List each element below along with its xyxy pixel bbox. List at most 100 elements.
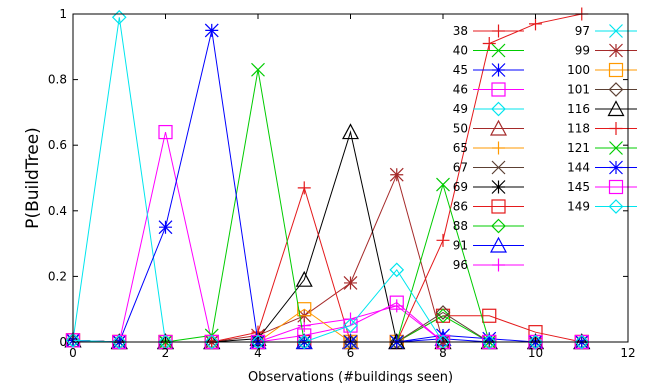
legend-label: 65	[453, 141, 468, 155]
data-point-101	[435, 305, 451, 320]
x-tick-label: 2	[162, 346, 170, 360]
data-point-100	[297, 302, 312, 317]
legend-label: 40	[453, 44, 468, 58]
legend-swatch-marker	[609, 160, 623, 175]
data-point-149	[481, 334, 497, 350]
legend-swatch-marker	[491, 101, 506, 117]
legend-swatch-marker	[491, 43, 506, 58]
legend-swatch-marker	[609, 122, 623, 135]
legend-swatch-marker	[491, 160, 506, 175]
data-point-144	[482, 331, 497, 346]
legend-label: 101	[567, 83, 590, 97]
y-tick-label: 0.4	[48, 204, 67, 218]
legend-swatch-marker	[608, 179, 624, 195]
data-point-149	[296, 334, 312, 350]
legend-entry-96: 96	[453, 258, 524, 272]
x-axis-label: Observations (#buildings seen)	[248, 370, 453, 383]
x-tick-label: 10	[528, 346, 543, 360]
legend-entry-144: 144	[567, 161, 637, 175]
legend-entry-149: 149	[567, 199, 637, 214]
legend-swatch-marker	[608, 62, 624, 78]
legend-label: 88	[453, 219, 468, 233]
legend-entry-49: 49	[453, 101, 524, 117]
legend-entry-67: 67	[453, 161, 524, 175]
x-tick-label: 6	[347, 346, 355, 360]
legend-entry-88: 88	[453, 218, 524, 234]
legend-swatch-marker	[608, 82, 624, 97]
legend-entry-116: 116	[567, 100, 637, 117]
data-point-149	[158, 334, 173, 350]
legend-entry-46: 46	[453, 82, 524, 97]
legend-entry-86: 86	[453, 199, 524, 214]
data-point-118	[482, 37, 496, 51]
data-point-149	[204, 334, 220, 350]
data-point-149	[435, 334, 451, 350]
y-tick-label: 0.8	[48, 73, 67, 87]
data-point-144	[158, 220, 173, 235]
data-point-149	[250, 334, 266, 350]
data-point-116	[341, 123, 360, 140]
legend-label: 100	[567, 63, 590, 77]
legend-label: 118	[567, 122, 590, 136]
legend-swatch-marker	[491, 199, 506, 214]
data-point-121	[436, 177, 450, 192]
data-point-149	[343, 318, 358, 333]
legend-entry-69: 69	[453, 180, 524, 194]
legend-swatch-marker	[608, 199, 624, 214]
legend-swatch-marker	[609, 24, 623, 38]
legend-swatch-marker	[609, 43, 623, 58]
legend-label: 49	[453, 102, 468, 116]
legend-entry-50: 50	[453, 119, 524, 136]
legend-label: 116	[567, 102, 590, 116]
y-tick-label: 0.6	[48, 138, 67, 152]
legend-label: 149	[567, 200, 590, 214]
legend-entry-40: 40	[453, 44, 524, 58]
legend-entry-100: 100	[567, 62, 637, 78]
data-point-49	[111, 9, 127, 25]
x-tick-label: 8	[439, 346, 447, 360]
legend-swatch-marker	[609, 141, 623, 155]
legend-swatch-marker	[491, 82, 506, 97]
legend-swatch-marker	[607, 100, 625, 117]
legend-label: 45	[453, 63, 468, 77]
legend-swatch-marker	[491, 218, 506, 234]
legend-entry-101: 101	[567, 82, 637, 97]
legend-entry-121: 121	[567, 141, 637, 155]
data-point-121	[251, 62, 265, 77]
legend-label: 91	[453, 239, 468, 253]
y-tick-label: 0	[59, 335, 67, 349]
legend-label: 97	[575, 24, 590, 38]
legend-label: 86	[453, 200, 468, 214]
x-tick-label: 12	[620, 346, 635, 360]
legend-entry-45: 45	[453, 63, 524, 77]
data-point-144	[204, 23, 219, 38]
legend-entry-91: 91	[453, 236, 524, 253]
legend-swatch-marker	[489, 236, 508, 253]
data-point-149	[574, 334, 590, 350]
legend-label: 50	[453, 122, 468, 136]
legend-label: 99	[575, 44, 590, 58]
y-tick-label: 0.2	[48, 269, 67, 283]
data-point-149	[528, 334, 543, 350]
data-point-86	[482, 308, 497, 323]
legend-swatch-marker	[492, 141, 505, 155]
legend-swatch-marker	[492, 24, 505, 38]
legend-label: 96	[453, 258, 468, 272]
legend-label: 38	[453, 24, 468, 38]
x-tick-label: 0	[69, 346, 77, 360]
legend-entry-145: 145	[567, 179, 637, 195]
legend-entry-99: 99	[575, 44, 637, 58]
legend-entry-65: 65	[453, 141, 524, 155]
data-point-99	[343, 276, 358, 290]
legend-label: 144	[567, 161, 590, 175]
data-point-149	[111, 334, 127, 350]
data-point-118	[529, 17, 542, 31]
legend-entry-118: 118	[567, 122, 637, 136]
legend-swatch-marker	[491, 180, 506, 194]
legend-label: 69	[453, 180, 468, 194]
y-axis-label: P(BuildTree)	[23, 127, 43, 229]
data-point-149	[389, 262, 405, 278]
